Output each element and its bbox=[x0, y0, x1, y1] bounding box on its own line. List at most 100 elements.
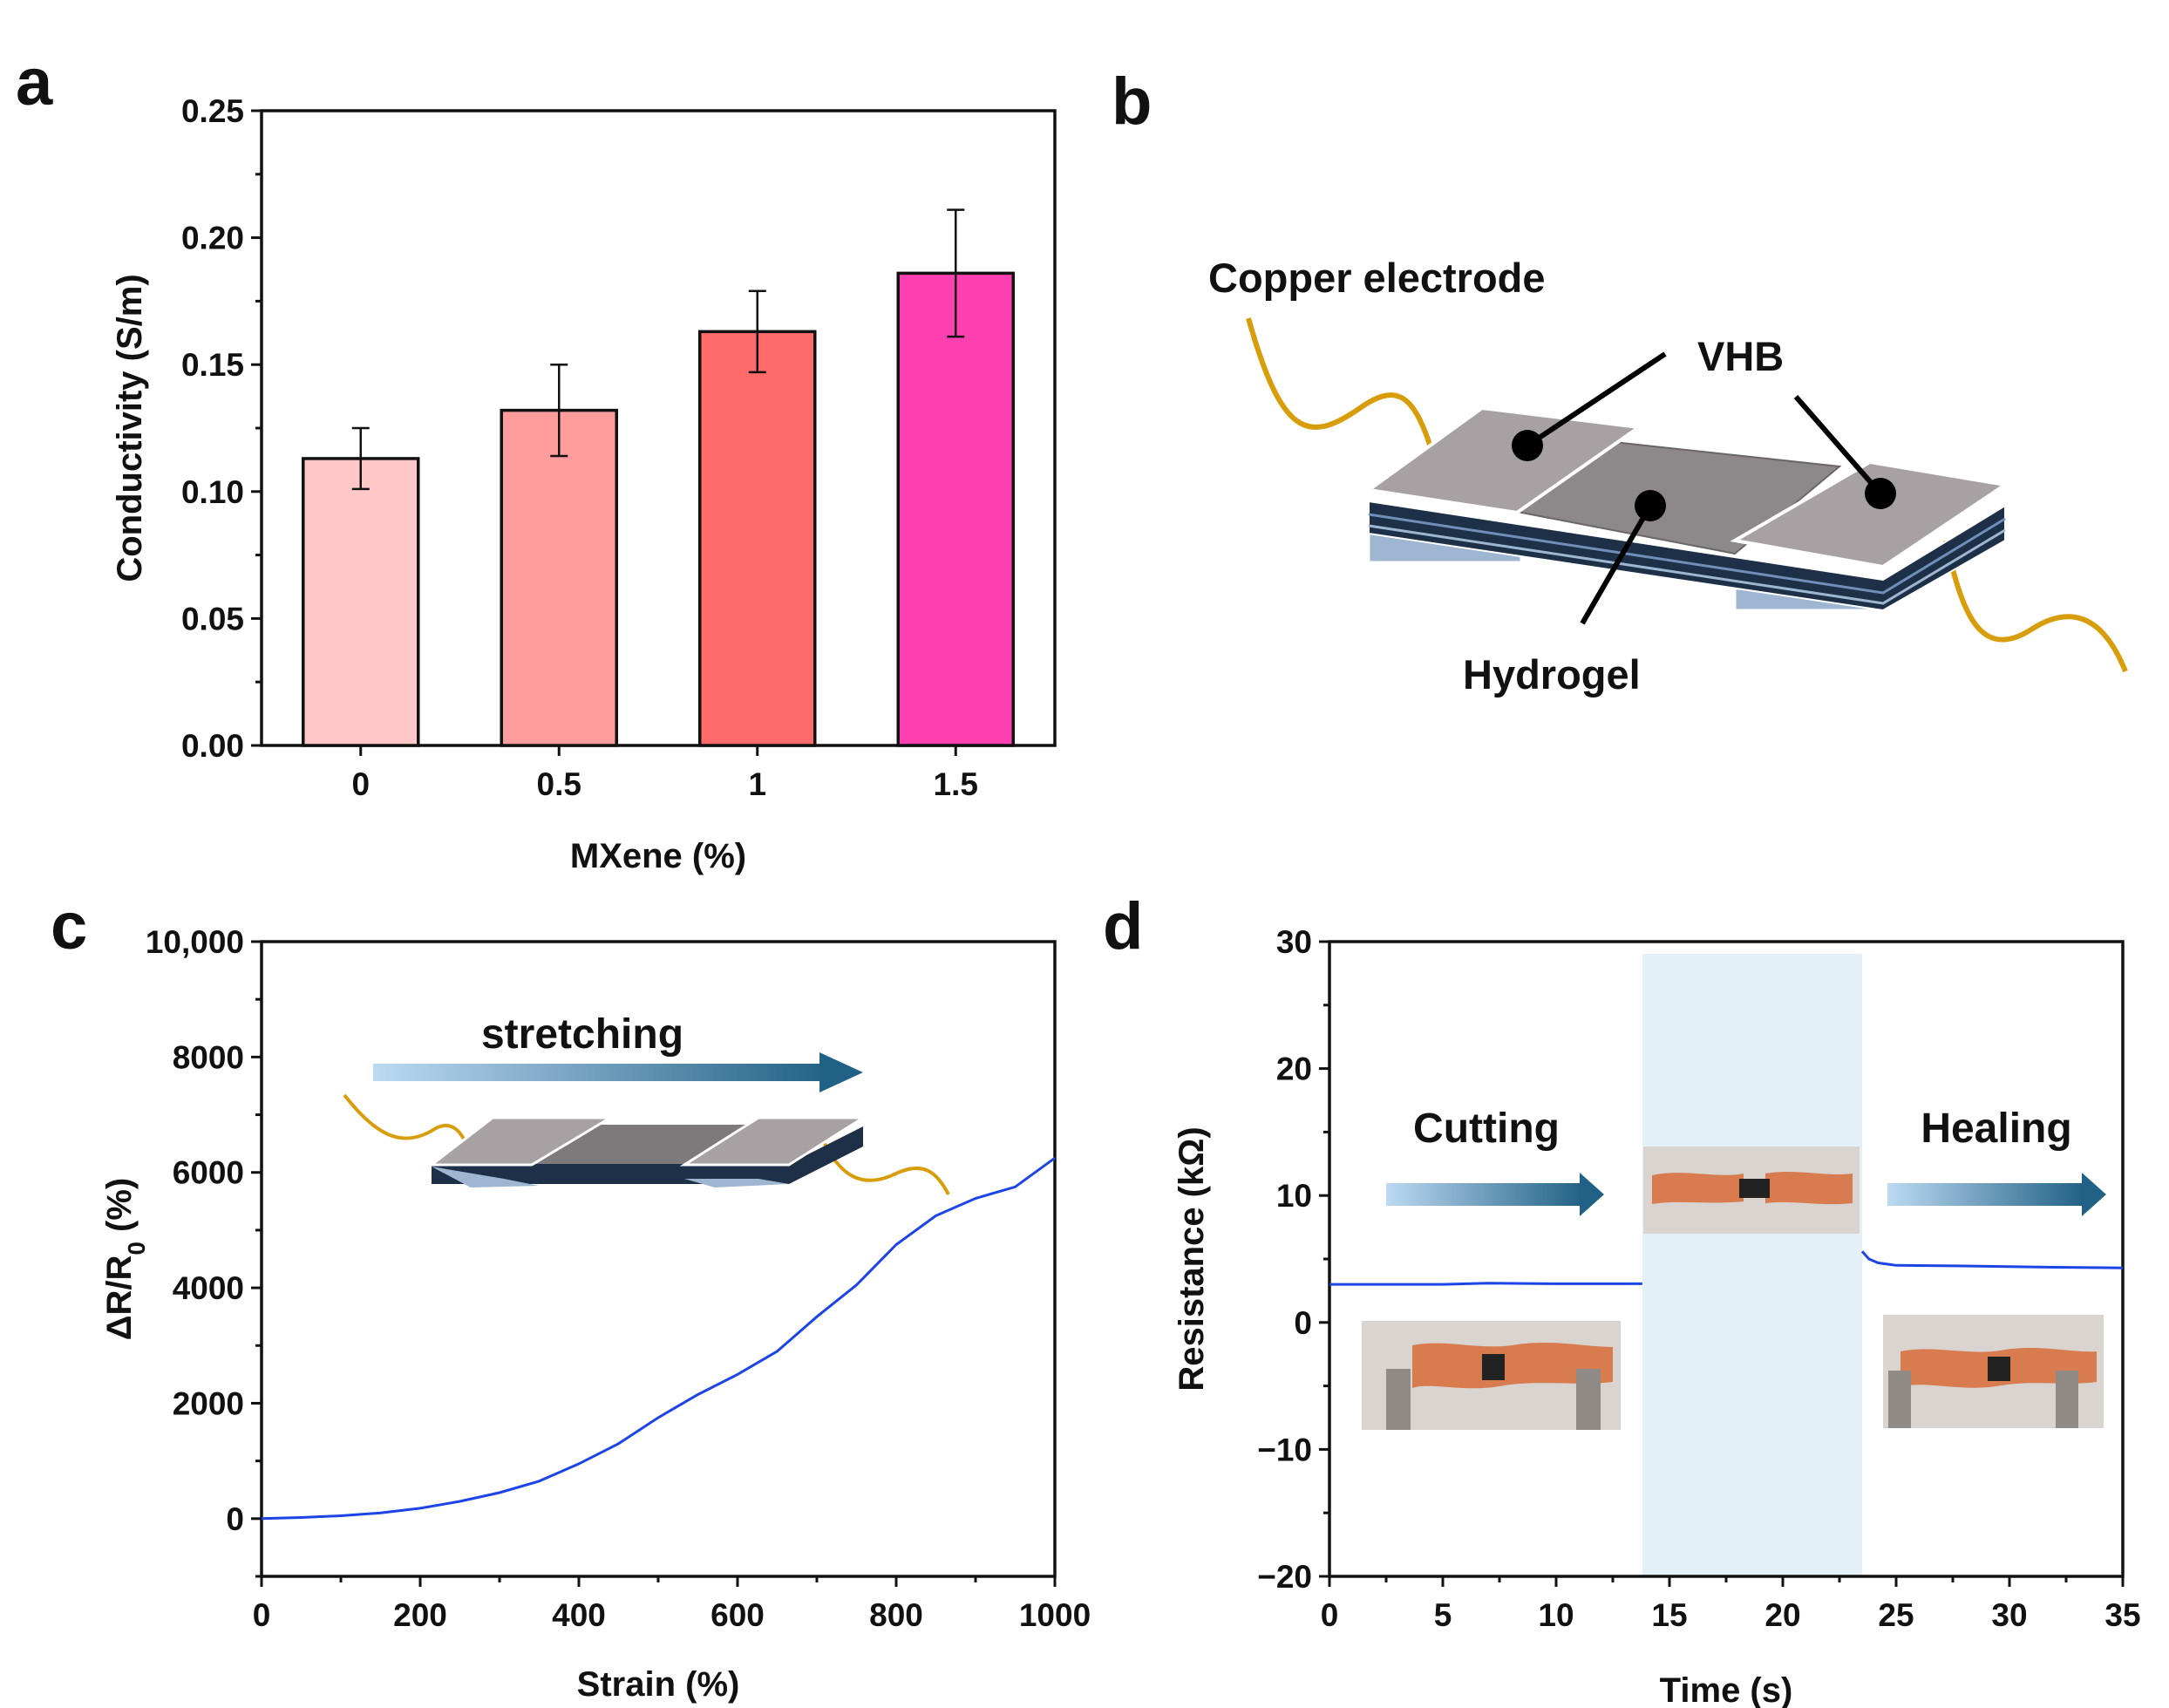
c-xtick-label: 400 bbox=[552, 1597, 606, 1633]
left-copper-wire bbox=[1246, 317, 1432, 446]
stretching-inset: stretching bbox=[343, 1011, 950, 1195]
panel-letter-d: d bbox=[1103, 889, 1143, 963]
stretching-arrow-head bbox=[819, 1052, 863, 1092]
d-ytick-label: −10 bbox=[1257, 1432, 1312, 1467]
d-xtick-label: 30 bbox=[1991, 1597, 2027, 1633]
c-ytick-label: 10,000 bbox=[146, 924, 244, 960]
c-xtick-label: 200 bbox=[393, 1597, 447, 1633]
vhb-label: VHB bbox=[1697, 333, 1784, 379]
cutting-arrow-head bbox=[1580, 1173, 1604, 1216]
panel-d-y-axis: 30 20 10 0 −10 −20 bbox=[1257, 924, 1329, 1595]
a-ytick-label: 0.20 bbox=[181, 221, 244, 256]
vhb-left-dot bbox=[1512, 430, 1543, 461]
vhb-left-pointer bbox=[1526, 351, 1667, 448]
c-xtick-label: 600 bbox=[711, 1597, 765, 1633]
d-ytick-label: 20 bbox=[1276, 1051, 1312, 1087]
resistance-segment-0 bbox=[1329, 1282, 1642, 1286]
inset-left-tab bbox=[432, 1167, 539, 1187]
panel-c-y-axis: 0 2000 4000 6000 8000 10,000 bbox=[146, 924, 262, 1578]
a-ytick-label: 0.05 bbox=[181, 601, 244, 636]
healing-shaded-region bbox=[1642, 954, 1862, 1576]
left-vhb-plate bbox=[1363, 405, 1644, 515]
c-ytick-label: 4000 bbox=[173, 1270, 244, 1306]
panel-c-x-axis: 0 200 400 600 800 1000 bbox=[253, 1576, 1091, 1633]
panel-c-line-chart: c stretching 0 2000 4000 6000 8000 10,000 0 20… bbox=[51, 889, 1091, 1704]
healing-arrow-head bbox=[2082, 1173, 2106, 1216]
device-stack bbox=[1367, 500, 2006, 612]
d-ytick-label: 10 bbox=[1276, 1178, 1312, 1214]
hydrogel-label: Hydrogel bbox=[1463, 651, 1641, 697]
c-xtick-label: 1000 bbox=[1019, 1597, 1091, 1633]
panel-c-y-axis-title: ΔR/R0 (%) bbox=[100, 1178, 150, 1341]
photo-healed bbox=[1883, 1315, 2104, 1428]
d-xtick-label: 5 bbox=[1434, 1597, 1452, 1633]
a-xtick-label: 0 bbox=[351, 766, 370, 802]
a-ytick-label: 0.25 bbox=[181, 93, 244, 129]
a-ytick-label: 0.00 bbox=[181, 728, 244, 764]
panel-a-x-axis: 0 0.5 1 1.5 bbox=[351, 745, 978, 802]
d-xtick-label: 20 bbox=[1764, 1597, 1800, 1633]
inset-left-wire bbox=[343, 1093, 471, 1150]
photo-before-cut bbox=[1362, 1321, 1621, 1430]
c-ytick-label: 6000 bbox=[173, 1155, 244, 1191]
panel-a-bar-chart: a 0.00 0.05 0.10 0.15 0.20 0.25 0 0.5 1 1.5 MXen… bbox=[16, 45, 1057, 875]
inset-left-vhb bbox=[427, 1116, 615, 1167]
inset-right-vhb bbox=[679, 1116, 868, 1167]
d-ytick-label: 30 bbox=[1276, 924, 1312, 960]
panel-a-bars bbox=[302, 208, 1015, 747]
cutting-arrow-shaft bbox=[1386, 1183, 1582, 1206]
bar-0.5 bbox=[500, 408, 618, 747]
a-xtick-label: 1 bbox=[748, 766, 766, 802]
d-xtick-label: 35 bbox=[2104, 1597, 2140, 1633]
panel-letter-b: b bbox=[1112, 65, 1152, 139]
hydrogel-dot bbox=[1635, 490, 1666, 521]
panel-a-y-axis-title: Conductivity (S/m) bbox=[111, 274, 149, 582]
c-xtick-label: 800 bbox=[869, 1597, 923, 1633]
inset-right-wire bbox=[822, 1141, 950, 1195]
panel-letter-c: c bbox=[51, 889, 87, 963]
healing-arrow-shaft bbox=[1887, 1183, 2084, 1206]
panel-a-y-axis: 0.00 0.05 0.10 0.15 0.20 0.25 bbox=[181, 93, 262, 764]
right-copper-wire bbox=[1943, 540, 2128, 673]
d-ytick-label: −20 bbox=[1257, 1559, 1312, 1595]
panel-d-line-chart: d Cutting Healing bbox=[1103, 889, 2141, 1708]
panel-letter-a: a bbox=[16, 45, 53, 119]
a-xtick-label: 0.5 bbox=[537, 766, 581, 802]
bar-1.5 bbox=[896, 271, 1015, 747]
vhb-right-pointer bbox=[1793, 395, 1883, 495]
healing-label: Healing bbox=[1921, 1106, 2071, 1152]
d-ytick-label: 0 bbox=[1294, 1305, 1312, 1341]
a-ytick-label: 0.10 bbox=[181, 474, 244, 510]
resistance-segment-1 bbox=[1860, 1250, 2124, 1269]
hydrogel-pointer bbox=[1580, 504, 1653, 625]
d-xtick-label: 15 bbox=[1651, 1597, 1687, 1633]
c-xtick-label: 0 bbox=[253, 1597, 271, 1633]
panel-c-x-axis-title: Strain (%) bbox=[577, 1665, 740, 1704]
c-ytick-label: 2000 bbox=[173, 1385, 244, 1421]
c-ytick-label: 8000 bbox=[173, 1039, 244, 1075]
bar-1 bbox=[698, 330, 817, 747]
inset-stack bbox=[432, 1126, 863, 1184]
a-ytick-label: 0.15 bbox=[181, 347, 244, 383]
copper-electrode-label: Copper electrode bbox=[1208, 255, 1546, 301]
panel-b-schematic: b Copper electrode VHB Hydrogel bbox=[1112, 65, 2128, 697]
a-xtick-label: 1.5 bbox=[934, 766, 978, 802]
panel-c-data-line bbox=[261, 1156, 1056, 1521]
panel-d-x-axis: 0 5 10 15 20 25 30 35 bbox=[1321, 1576, 2141, 1633]
stretching-label: stretching bbox=[481, 1011, 683, 1058]
cutting-label: Cutting bbox=[1413, 1106, 1560, 1152]
panel-d-y-axis-title: Resistance (kΩ) bbox=[1173, 1126, 1211, 1391]
right-vhb-plate bbox=[1730, 459, 2010, 569]
vhb-right-dot bbox=[1865, 478, 1896, 509]
stretching-arrow-shaft bbox=[373, 1064, 828, 1081]
panel-a-x-axis-title: MXene (%) bbox=[570, 837, 746, 875]
d-xtick-label: 10 bbox=[1538, 1597, 1574, 1633]
c-ytick-label: 0 bbox=[226, 1501, 244, 1537]
panel-d-data-lines bbox=[1329, 1250, 2124, 1286]
photo-cut bbox=[1643, 1147, 1860, 1234]
d-xtick-label: 0 bbox=[1321, 1597, 1339, 1633]
inset-right-tab bbox=[684, 1179, 789, 1187]
panel-d-x-axis-title: Time (s) bbox=[1660, 1671, 1793, 1708]
d-xtick-label: 25 bbox=[1878, 1597, 1914, 1633]
